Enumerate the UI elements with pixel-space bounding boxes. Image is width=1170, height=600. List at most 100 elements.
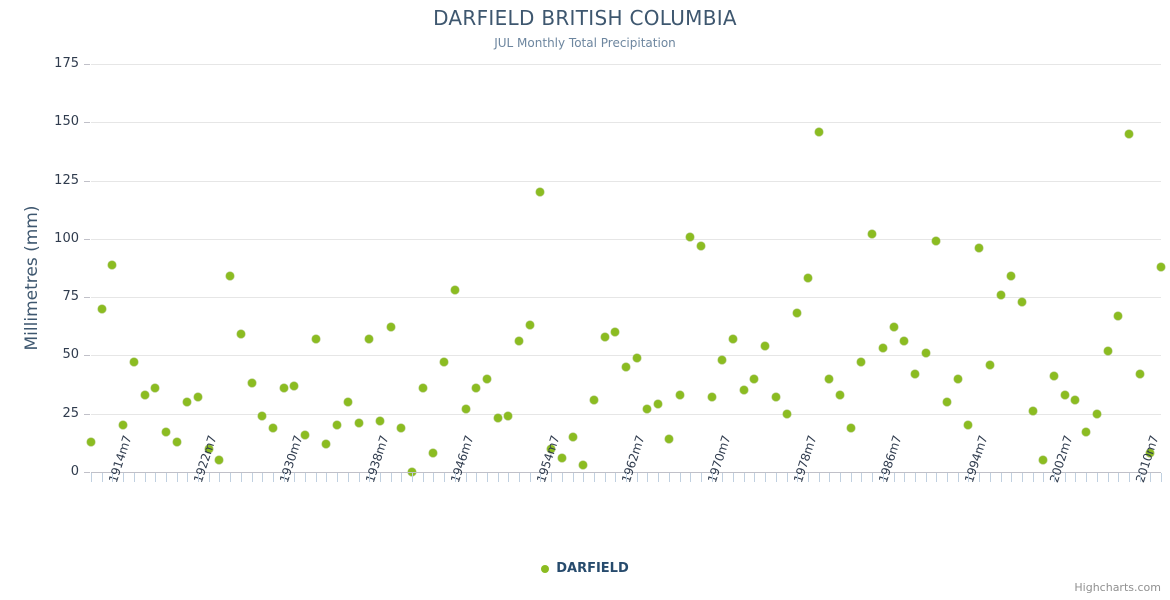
data-point[interactable] [140, 391, 149, 400]
data-point[interactable] [1135, 370, 1144, 379]
data-point[interactable] [729, 335, 737, 344]
data-point[interactable] [429, 449, 438, 458]
data-point[interactable] [343, 398, 352, 407]
data-point[interactable] [686, 232, 695, 241]
data-point[interactable] [632, 353, 641, 362]
data-point[interactable] [900, 337, 909, 346]
data-point[interactable] [889, 323, 898, 332]
data-point[interactable] [622, 363, 630, 372]
data-point[interactable] [440, 358, 449, 367]
legend-item-darfield[interactable]: DARFIELD [541, 560, 629, 578]
data-point[interactable] [87, 437, 95, 446]
data-point[interactable] [654, 400, 663, 409]
data-point[interactable] [311, 335, 320, 344]
data-point[interactable] [301, 430, 309, 439]
data-point[interactable] [600, 332, 609, 341]
data-point[interactable] [910, 370, 919, 379]
data-point[interactable] [493, 414, 502, 423]
data-point[interactable] [183, 398, 192, 407]
data-point[interactable] [129, 358, 138, 367]
data-point[interactable] [1114, 311, 1123, 320]
data-point[interactable] [771, 393, 780, 402]
data-point[interactable] [161, 428, 170, 437]
data-point[interactable] [643, 405, 652, 414]
data-point[interactable] [878, 344, 887, 353]
data-point[interactable] [696, 241, 705, 250]
data-point[interactable] [194, 393, 202, 402]
data-point[interactable] [204, 444, 213, 453]
data-point[interactable] [461, 405, 470, 414]
data-point[interactable] [1007, 272, 1016, 281]
data-point[interactable] [1124, 129, 1133, 138]
data-point[interactable] [482, 374, 491, 383]
data-point[interactable] [814, 127, 823, 136]
data-point[interactable] [664, 435, 673, 444]
data-point[interactable] [119, 421, 128, 430]
data-point[interactable] [718, 356, 727, 365]
data-point[interactable] [1082, 428, 1091, 437]
data-point[interactable] [1157, 262, 1165, 271]
data-point[interactable] [568, 433, 577, 442]
data-point[interactable] [418, 384, 427, 393]
data-point[interactable] [557, 454, 566, 462]
data-point[interactable] [1050, 372, 1058, 381]
data-point[interactable] [943, 398, 951, 407]
data-point[interactable] [589, 395, 598, 404]
data-point[interactable] [450, 286, 459, 295]
data-point[interactable] [236, 330, 245, 339]
data-point[interactable] [803, 274, 812, 283]
data-point[interactable] [750, 374, 759, 383]
credits-link[interactable]: Highcharts.com [1074, 581, 1161, 594]
data-point[interactable] [525, 321, 534, 330]
data-point[interactable] [365, 335, 374, 344]
data-point[interactable] [996, 290, 1005, 299]
data-point[interactable] [333, 421, 342, 430]
data-point[interactable] [964, 421, 973, 430]
data-point[interactable] [504, 412, 513, 421]
data-point[interactable] [215, 456, 224, 465]
data-point[interactable] [268, 423, 277, 432]
data-point[interactable] [868, 230, 877, 239]
data-point[interactable] [975, 244, 984, 253]
data-point[interactable] [258, 412, 267, 421]
data-point[interactable] [1039, 456, 1048, 465]
data-point[interactable] [279, 384, 288, 393]
data-point[interactable] [1146, 449, 1155, 458]
data-point[interactable] [611, 328, 620, 337]
data-point[interactable] [836, 391, 844, 400]
data-point[interactable] [1017, 297, 1026, 306]
data-point[interactable] [226, 272, 235, 281]
data-point[interactable] [1103, 346, 1112, 355]
data-point[interactable] [782, 409, 791, 418]
data-point[interactable] [515, 337, 523, 346]
data-point[interactable] [290, 381, 299, 390]
data-point[interactable] [921, 349, 930, 358]
data-point[interactable] [472, 384, 481, 393]
data-point[interactable] [536, 188, 545, 197]
data-point[interactable] [397, 423, 406, 432]
data-point[interactable] [386, 323, 395, 332]
data-point[interactable] [1071, 395, 1080, 404]
data-point[interactable] [1092, 409, 1101, 418]
data-point[interactable] [846, 423, 855, 432]
data-point[interactable] [108, 260, 117, 269]
data-point[interactable] [172, 437, 181, 446]
data-point[interactable] [322, 440, 331, 449]
data-point[interactable] [97, 304, 106, 313]
data-point[interactable] [375, 416, 384, 425]
data-point[interactable] [151, 384, 160, 393]
data-point[interactable] [1060, 391, 1069, 400]
data-point[interactable] [547, 444, 556, 453]
data-point[interactable] [739, 386, 748, 395]
data-point[interactable] [985, 360, 994, 369]
data-point[interactable] [953, 374, 962, 383]
data-point[interactable] [825, 374, 834, 383]
data-point[interactable] [761, 342, 770, 351]
data-point[interactable] [1028, 407, 1037, 416]
data-point[interactable] [857, 358, 866, 367]
data-point[interactable] [579, 461, 588, 469]
data-point[interactable] [675, 391, 684, 400]
data-point[interactable] [354, 419, 363, 428]
data-point[interactable] [793, 309, 802, 318]
data-point[interactable] [247, 379, 256, 388]
